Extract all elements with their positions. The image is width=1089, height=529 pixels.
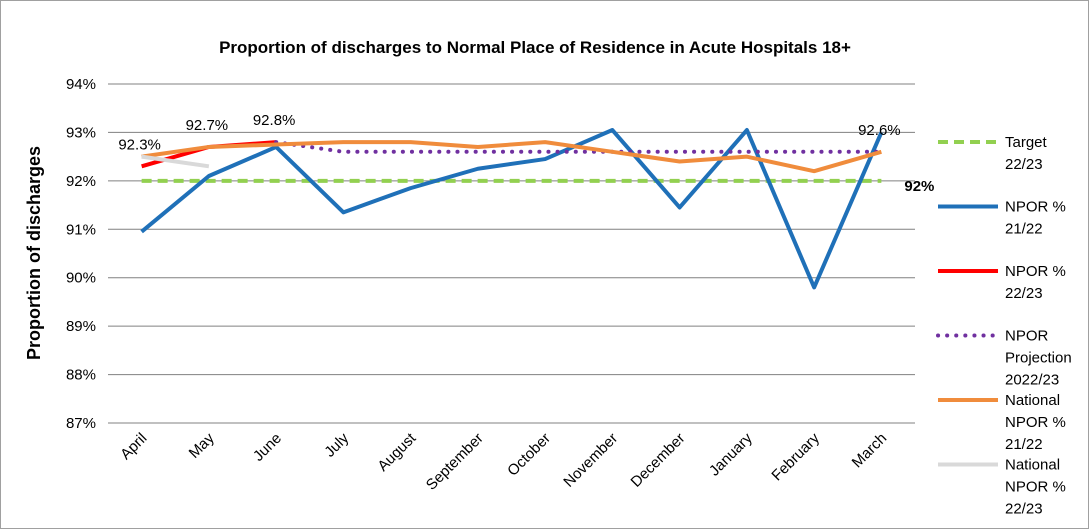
series-line [274, 140, 884, 154]
y-tick-label: 94% [66, 76, 96, 93]
chart-title: Proportion of discharges to Normal Place… [219, 38, 851, 57]
series-line [141, 140, 882, 174]
legend-label: National NPOR % 21/22 [1005, 392, 1066, 453]
y-tick-label: 93% [66, 124, 96, 141]
legend-label: NPOR % 21/22 [1005, 199, 1066, 238]
series-line [140, 128, 884, 290]
y-axis-title: Proportion of discharges [24, 146, 44, 360]
legend-label: National NPOR % 22/23 [1005, 457, 1066, 518]
y-tick-label: 91% [66, 221, 96, 238]
data-label: 92.3% [118, 136, 161, 153]
data-label: 92.7% [186, 117, 229, 134]
data-label: 92% [904, 178, 934, 195]
legend-label: NPOR Projection 2022/23 [1005, 328, 1072, 389]
legend-label: NPOR % 22/23 [1005, 263, 1066, 302]
series-line [141, 154, 210, 169]
data-label: 92.8% [253, 112, 296, 129]
y-tick-label: 89% [66, 318, 96, 335]
legend-label: Target 22/23 [1005, 134, 1048, 173]
y-tick-label: 88% [66, 367, 96, 384]
y-tick-label: 87% [66, 415, 96, 432]
y-tick-label: 92% [66, 173, 96, 190]
data-label: 92.6% [858, 122, 901, 139]
y-tick-label: 90% [66, 270, 96, 287]
